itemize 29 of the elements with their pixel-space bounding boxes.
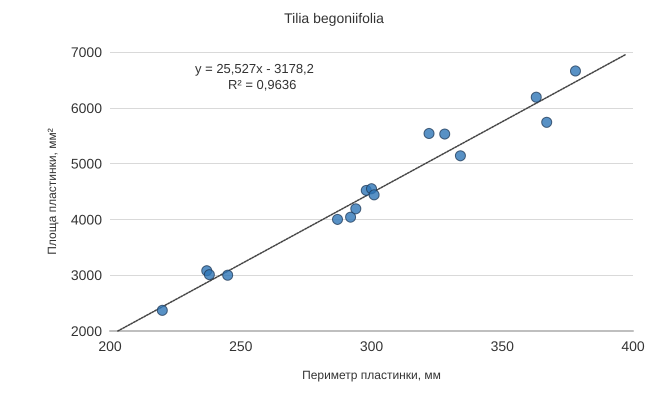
y-tick-label: 3000 xyxy=(70,267,102,284)
x-tick-label: 350 xyxy=(490,338,514,354)
chart-title: Tilia begoniifolia xyxy=(284,10,384,26)
annotation: R² = 0,9636 xyxy=(228,77,296,92)
point xyxy=(439,128,450,140)
point xyxy=(156,304,168,316)
point xyxy=(368,189,380,200)
point xyxy=(454,150,466,162)
y-axis-title: Площа пластинки, мм² xyxy=(45,128,59,255)
point xyxy=(570,65,581,76)
point xyxy=(332,214,344,225)
point xyxy=(222,270,234,281)
annotation: y = 25,527x - 3178,2 xyxy=(195,61,314,76)
y-tick-label: 5000 xyxy=(70,156,102,172)
point xyxy=(530,92,542,103)
point xyxy=(350,203,362,214)
x-tick-label: 200 xyxy=(98,338,122,354)
y-tick-label: 4000 xyxy=(70,211,102,228)
y-tick-label: 6000 xyxy=(70,100,102,116)
point xyxy=(424,128,435,139)
y-tick-label: 2000 xyxy=(70,323,102,339)
x-tick-label: 400 xyxy=(621,338,645,354)
point xyxy=(345,212,356,223)
point xyxy=(204,269,215,280)
x-tick-label: 300 xyxy=(360,338,384,354)
x-tick-label: 250 xyxy=(229,338,253,354)
y-tick-label: 7000 xyxy=(70,44,102,60)
point xyxy=(541,116,552,128)
x-axis-title: Периметр пластинки, мм xyxy=(302,368,441,382)
